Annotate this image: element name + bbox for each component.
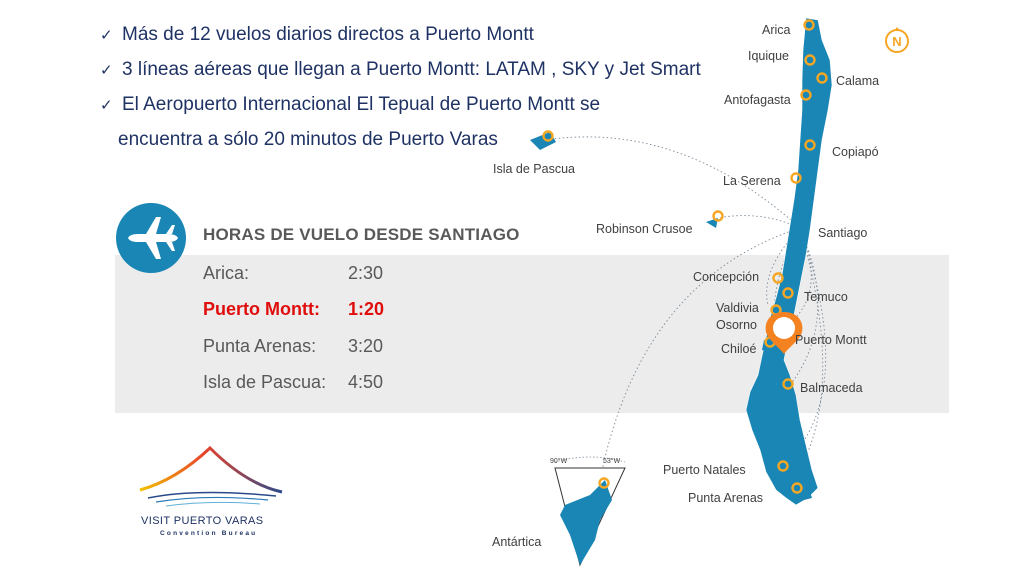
- bullet-text: Más de 12 vuelos diarios directos a Puer…: [122, 24, 534, 45]
- flight-row-highlight: Puerto Montt: 1:20: [203, 299, 384, 320]
- pin-icon: [777, 460, 789, 472]
- map-label-santiago: Santiago: [818, 226, 868, 240]
- map-label-puerto-natales: Puerto Natales: [663, 463, 746, 477]
- map-label-antofagasta: Antofagasta: [724, 93, 791, 107]
- map-label-iquique: Iquique: [748, 49, 790, 63]
- bullet-text: El Aeropuerto Internacional El Tepual de…: [122, 94, 601, 115]
- check-icon: ✓: [100, 62, 113, 79]
- pin-icon: [790, 172, 802, 184]
- location-pins: [542, 19, 828, 494]
- bullet-item: ✓ El Aeropuerto Internacional El Tepual …: [100, 88, 730, 123]
- map-label-antartica: Antártica: [492, 535, 542, 549]
- bullet-item: ✓ Más de 12 vuelos diarios directos a Pu…: [100, 18, 730, 53]
- map-label-chiloe: Chiloé: [721, 342, 757, 356]
- bullet-text: 3 líneas aéreas que llegan a Puerto Mont…: [122, 59, 701, 80]
- map-label-punta-arenas: Punta Arenas: [688, 491, 764, 505]
- bullet-item: ✓ 3 líneas aéreas que llegan a Puerto Mo…: [100, 53, 730, 88]
- flight-city: Arica:: [203, 263, 250, 283]
- map-label-concepcion: Concepción: [693, 270, 760, 284]
- map-label-osorno: Osorno: [716, 318, 757, 332]
- check-icon: ✓: [100, 27, 113, 44]
- map-label-puerto-montt: Puerto Montt: [795, 333, 867, 347]
- map-label-la-serena: La Serena: [723, 174, 781, 188]
- isla-de-pascua-shape: [530, 132, 556, 150]
- map-label-calama: Calama: [836, 74, 880, 88]
- pin-icon: [804, 139, 816, 151]
- flight-row: Arica: 2:30: [203, 263, 383, 284]
- pin-icon: [712, 210, 724, 222]
- pin-icon: [791, 482, 803, 494]
- pin-icon: [803, 19, 815, 31]
- flight-city: Puerto Montt:: [203, 299, 320, 319]
- flight-time: 3:20: [348, 336, 384, 356]
- pin-icon: [772, 272, 784, 284]
- flight-times-title: HORAS DE VUELO DESDE SANTIAGO: [203, 225, 520, 244]
- flight-row: Isla de Pascua: 4:50: [203, 372, 383, 393]
- pin-icon: [804, 54, 816, 66]
- map-label-copiapo: Copiapó: [832, 145, 879, 159]
- puerto-montt-pin-icon: [765, 312, 803, 354]
- compass-label: N: [892, 34, 901, 49]
- pin-icon: [782, 378, 794, 390]
- pin-icon: [800, 89, 812, 101]
- flight-row: Punta Arenas: 3:20: [203, 336, 383, 357]
- flight-city: Punta Arenas:: [203, 336, 317, 356]
- flight-times-band: [115, 255, 949, 413]
- antartica-wedge: [554, 456, 626, 567]
- bullet-text-continuation: encuentra a sólo 20 minutos de Puerto Va…: [118, 129, 498, 150]
- airplane-icon: [116, 203, 186, 273]
- check-icon: ✓: [100, 97, 113, 114]
- pin-icon: [816, 72, 828, 84]
- logo-tagline: Convention Bureau: [160, 530, 258, 537]
- map-label-53w: 53°W: [603, 458, 621, 465]
- pin-icon: [782, 287, 794, 299]
- flight-city: Isla de Pascua:: [203, 372, 327, 392]
- logo-name: VISIT PUERTO VARAS: [141, 515, 264, 527]
- map-label-arica: Arica: [762, 23, 791, 37]
- chile-territory: [745, 17, 833, 506]
- map-label-90w: 90°W: [550, 458, 568, 465]
- map-label-temuco: Temuco: [804, 290, 848, 304]
- flight-time: 1:20: [348, 299, 385, 319]
- pin-icon: [542, 130, 554, 142]
- map-label-valdivia: Valdivia: [716, 301, 759, 315]
- pin-icon: [598, 477, 610, 489]
- visit-puerto-varas-logo: [139, 445, 283, 507]
- map-label-robinson-crusoe: Robinson Crusoe: [596, 222, 693, 236]
- map-label-isla-de-pascua: Isla de Pascua: [493, 162, 575, 176]
- compass-icon: N: [882, 25, 912, 55]
- flight-time: 2:30: [348, 263, 384, 283]
- bullet-list: ✓ Más de 12 vuelos diarios directos a Pu…: [100, 18, 730, 157]
- map-label-balmaceda: Balmaceda: [800, 381, 863, 395]
- flight-time: 4:50: [348, 372, 384, 392]
